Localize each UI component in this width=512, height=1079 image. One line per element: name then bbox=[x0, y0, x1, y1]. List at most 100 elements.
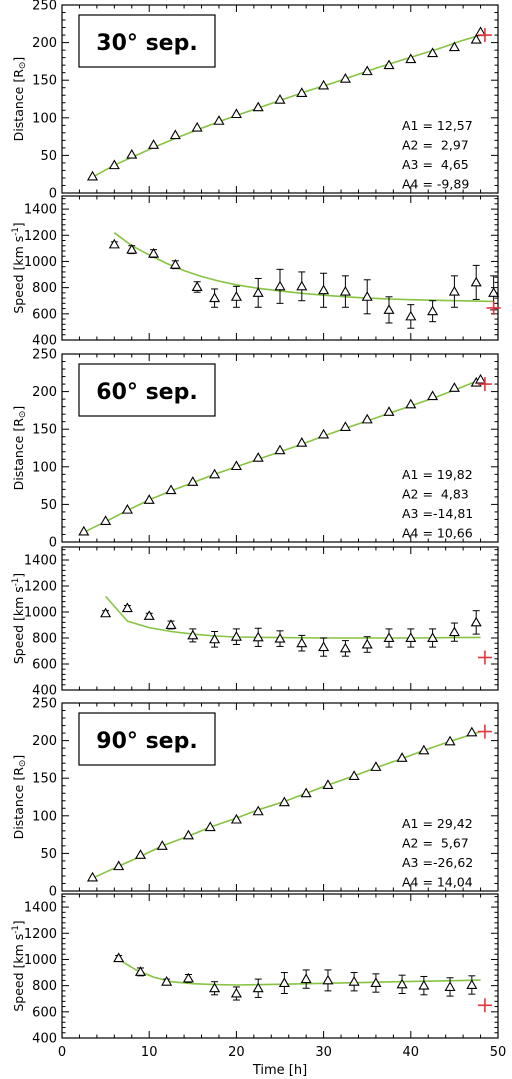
param-a1: A1 = 19,82 bbox=[402, 467, 473, 482]
data-point bbox=[296, 87, 308, 97]
data-point bbox=[405, 310, 417, 321]
y-tick-label: 150 bbox=[32, 423, 57, 438]
y-tick-label: 800 bbox=[32, 281, 57, 296]
data-point bbox=[427, 632, 439, 642]
data-marks: 0 50 100 150 200 250 bbox=[32, 348, 499, 551]
y-tick-label: 1400 bbox=[24, 203, 57, 218]
data-marks: 0 50 100 150 200 250 bbox=[32, 697, 499, 900]
plot-frame bbox=[61, 195, 499, 341]
x-tick-label: 50 bbox=[490, 1045, 507, 1060]
data-point bbox=[169, 259, 181, 269]
panel-title: 60° sep. bbox=[96, 380, 197, 405]
data-point bbox=[475, 373, 487, 384]
panel-title: 30° sep. bbox=[96, 31, 197, 56]
y-tick-label: 100 bbox=[32, 111, 57, 126]
data-point bbox=[318, 641, 330, 652]
data-point bbox=[370, 761, 382, 771]
data-point bbox=[396, 752, 408, 762]
y-tick-label: 0 bbox=[49, 885, 57, 900]
model-curve bbox=[92, 34, 481, 178]
y-tick-label: 600 bbox=[32, 1005, 57, 1020]
y-tick-label: 50 bbox=[40, 847, 57, 862]
y-axis-label: Distance [R⊙] bbox=[11, 57, 28, 142]
data-point bbox=[405, 53, 417, 64]
y-tick-label: 1000 bbox=[24, 953, 57, 968]
data-point bbox=[274, 94, 286, 104]
y-axis-label: Speed [km s-1] bbox=[11, 573, 26, 664]
data-point bbox=[100, 607, 112, 618]
panel-speed-60: Speed [km s-1] 400 600 800 1000 1200 1400 bbox=[11, 546, 499, 699]
data-point bbox=[361, 65, 373, 76]
plot-frame bbox=[61, 546, 499, 691]
y-tick-label: 250 bbox=[32, 348, 57, 363]
param-a4: A4 = 10,66 bbox=[402, 526, 473, 541]
data-point bbox=[108, 238, 120, 249]
data-point bbox=[318, 284, 330, 295]
y-tick-label: 1200 bbox=[24, 927, 57, 942]
model-curve bbox=[113, 232, 494, 303]
data-point bbox=[121, 602, 133, 613]
data-point bbox=[339, 642, 351, 653]
data-point bbox=[86, 871, 99, 882]
data-point bbox=[296, 437, 308, 447]
plot-frame bbox=[61, 4, 499, 194]
param-a4: A4 = -9,89 bbox=[402, 177, 469, 192]
data-point bbox=[418, 744, 430, 755]
data-point bbox=[296, 637, 308, 648]
x-tick-label: 10 bbox=[141, 1045, 158, 1060]
data-point bbox=[169, 129, 181, 140]
y-tick-label: 1400 bbox=[24, 554, 57, 569]
data-point bbox=[444, 981, 456, 991]
y-tick-label: 800 bbox=[32, 979, 57, 994]
data-marks: 400 600 800 1000 1200 1400 bbox=[24, 196, 501, 349]
y-tick-label: 250 bbox=[32, 0, 57, 14]
data-point bbox=[209, 982, 221, 993]
data-point bbox=[427, 47, 439, 58]
y-tick-label: 0 bbox=[49, 536, 57, 551]
data-point bbox=[348, 770, 360, 780]
y-tick-label: 400 bbox=[32, 684, 57, 699]
data-point bbox=[444, 735, 456, 746]
data-point bbox=[230, 813, 242, 824]
y-tick-label: 600 bbox=[32, 658, 57, 673]
data-marks: 0 50 100 150 200 250 bbox=[32, 0, 499, 202]
data-point bbox=[300, 787, 312, 798]
y-tick-label: 200 bbox=[32, 385, 57, 400]
y-tick-label: 100 bbox=[32, 809, 57, 824]
data-point bbox=[165, 484, 177, 495]
data-point bbox=[209, 292, 221, 303]
data-point bbox=[383, 406, 395, 416]
data-point bbox=[274, 444, 286, 455]
plot-frame bbox=[61, 893, 499, 1039]
title-box-frame bbox=[78, 14, 216, 68]
y-tick-label: 200 bbox=[32, 36, 57, 51]
data-point bbox=[108, 159, 120, 170]
data-marks: 400 600 800 1000 1200 1400 bbox=[24, 547, 499, 699]
data-point bbox=[134, 849, 147, 859]
data-point bbox=[209, 468, 221, 479]
fit-parameters: A1 = 19,82 A2 = 4,83 A3 =-14,81 A4 = 10,… bbox=[402, 467, 473, 541]
data-point bbox=[448, 285, 460, 296]
y-tick-label: 250 bbox=[32, 697, 57, 712]
data-point bbox=[448, 41, 460, 52]
y-tick-label: 100 bbox=[32, 460, 57, 475]
data-marks: 400 600 800 1000 1200 1400 bbox=[24, 894, 499, 1047]
data-point bbox=[156, 840, 168, 850]
param-a4: A4 = 14,04 bbox=[402, 875, 473, 890]
data-point bbox=[318, 428, 330, 439]
y-tick-label: 1000 bbox=[24, 606, 57, 621]
data-point bbox=[252, 101, 264, 112]
data-point bbox=[113, 860, 125, 871]
data-point bbox=[383, 632, 395, 642]
data-point bbox=[134, 966, 147, 976]
data-point bbox=[252, 631, 264, 642]
data-point bbox=[213, 115, 225, 125]
data-point bbox=[187, 476, 199, 486]
panel-speed-90: Speed [km s-1] 400 600 800 1000 1200 1400 bbox=[11, 893, 499, 1047]
data-point bbox=[448, 382, 460, 392]
data-point bbox=[383, 304, 395, 314]
data-point bbox=[322, 779, 334, 789]
data-point bbox=[470, 276, 482, 287]
param-a2: A2 = 5,67 bbox=[402, 836, 469, 851]
